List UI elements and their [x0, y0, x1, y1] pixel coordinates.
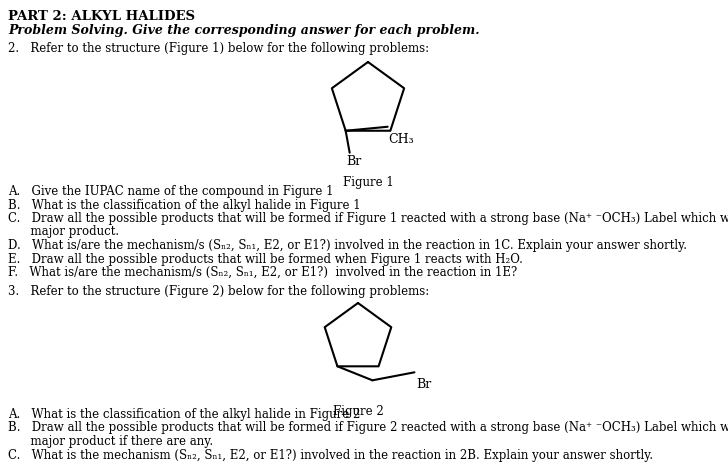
Text: Figure 2: Figure 2	[333, 405, 384, 418]
Text: PART 2: ALKYL HALIDES: PART 2: ALKYL HALIDES	[8, 10, 195, 23]
Text: Problem Solving. Give the corresponding answer for each problem.: Problem Solving. Give the corresponding …	[8, 24, 480, 37]
Text: E.   Draw all the possible products that will be formed when Figure 1 reacts wit: E. Draw all the possible products that w…	[8, 252, 523, 266]
Text: major product.: major product.	[8, 226, 119, 238]
Text: 2.   Refer to the structure (Figure 1) below for the following problems:: 2. Refer to the structure (Figure 1) bel…	[8, 42, 429, 55]
Text: A.   What is the classification of the alkyl halide in Figure 2: A. What is the classification of the alk…	[8, 408, 360, 421]
Text: major product if there are any.: major product if there are any.	[8, 435, 213, 448]
Text: B.   What is the classification of the alkyl halide in Figure 1: B. What is the classification of the alk…	[8, 198, 360, 211]
Text: Br: Br	[347, 155, 362, 168]
Text: CH₃: CH₃	[389, 133, 414, 146]
Text: 3.   Refer to the structure (Figure 2) below for the following problems:: 3. Refer to the structure (Figure 2) bel…	[8, 285, 430, 298]
Text: C.   What is the mechanism (Sₙ₂, Sₙ₁, E2, or E1?) involved in the reaction in 2B: C. What is the mechanism (Sₙ₂, Sₙ₁, E2, …	[8, 448, 653, 462]
Text: C.   Draw all the possible products that will be formed if Figure 1 reacted with: C. Draw all the possible products that w…	[8, 212, 728, 225]
Text: F.   What is/are the mechanism/s (Sₙ₂, Sₙ₁, E2, or E1?)  involved in the reactio: F. What is/are the mechanism/s (Sₙ₂, Sₙ₁…	[8, 266, 518, 279]
Text: Figure 1: Figure 1	[343, 176, 393, 189]
Text: D.   What is/are the mechanism/s (Sₙ₂, Sₙ₁, E2, or E1?) involved in the reaction: D. What is/are the mechanism/s (Sₙ₂, Sₙ₁…	[8, 239, 687, 252]
Text: A.   Give the IUPAC name of the compound in Figure 1: A. Give the IUPAC name of the compound i…	[8, 185, 333, 198]
Text: B.   Draw all the possible products that will be formed if Figure 2 reacted with: B. Draw all the possible products that w…	[8, 422, 728, 435]
Text: Br: Br	[416, 378, 432, 391]
